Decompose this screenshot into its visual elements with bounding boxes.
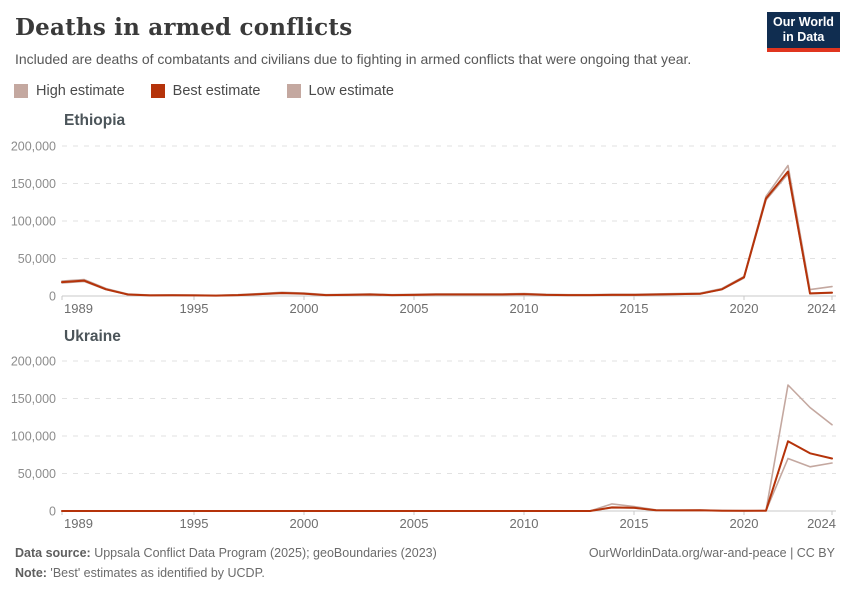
line-high-estimate-ukraine: [61, 384, 833, 512]
legend-swatch: [150, 84, 165, 98]
line-best-estimate-ukraine: [61, 440, 833, 512]
x-axis-label: 2015: [620, 301, 649, 316]
legend-swatch: [14, 84, 28, 98]
y-axis-label: 50,000: [18, 467, 56, 481]
page-title: Deaths in armed conflicts: [15, 14, 353, 41]
x-axis-label: 2020: [730, 516, 759, 531]
legend-swatch: [286, 84, 301, 98]
line-high-estimate-ethiopia: [61, 164, 833, 297]
legend-label: Low estimate: [308, 83, 394, 99]
legend-label: High estimate: [36, 83, 125, 99]
panel-title-ukraine: Ukraine: [64, 328, 121, 345]
note-label: Note:: [15, 566, 47, 580]
owid-logo-line1: Our World: [773, 15, 834, 29]
x-axis-label: 2005: [400, 301, 429, 316]
y-axis-label: 150,000: [11, 177, 56, 191]
x-axis-label: 2010: [510, 516, 539, 531]
y-axis-label: 50,000: [18, 252, 56, 266]
owid-logo[interactable]: Our World in Data: [767, 12, 840, 52]
x-axis-label: 2005: [400, 516, 429, 531]
y-axis-label: 200,000: [11, 355, 56, 369]
y-axis-label: 0: [49, 290, 56, 304]
x-axis-label: 1989: [64, 516, 93, 531]
x-axis-label: 1995: [180, 301, 209, 316]
y-axis-label: 100,000: [11, 430, 56, 444]
x-axis-label: 1989: [64, 301, 93, 316]
legend-item-best-estimate[interactable]: Best estimate: [150, 83, 261, 99]
chart-subtitle: Included are deaths of combatants and ci…: [15, 51, 692, 67]
line-best-estimate-ethiopia: [61, 170, 833, 297]
line-low-estimate-ethiopia: [61, 172, 833, 297]
note-text: Note: 'Best' estimates as identified by …: [15, 566, 835, 580]
chart-footer: Data source: Uppsala Conflict Data Progr…: [15, 546, 835, 580]
chart-legend: High estimate Best estimate Low estimate: [14, 83, 394, 99]
x-axis-label: 2000: [290, 301, 319, 316]
x-axis-label: 1995: [180, 516, 209, 531]
panel-title-ethiopia: Ethiopia: [64, 112, 126, 129]
x-axis-label: 2015: [620, 516, 649, 531]
data-source-value: Uppsala Conflict Data Program (2025); ge…: [90, 546, 437, 560]
data-source-text: Data source: Uppsala Conflict Data Progr…: [15, 546, 437, 560]
line-low-estimate-ukraine: [61, 457, 833, 512]
legend-item-high-estimate[interactable]: High estimate: [14, 83, 125, 99]
credit-link[interactable]: OurWorldinData.org/war-and-peace | CC BY: [588, 546, 835, 560]
plot-ethiopia: 0 50,000 100,000 150,000 200,000 1989 1995 2000…: [11, 140, 836, 316]
x-axis-label: 2024: [807, 301, 836, 316]
owid-logo-line2: in Data: [782, 30, 825, 44]
legend-label: Best estimate: [172, 83, 261, 99]
x-axis-label: 2024: [807, 516, 836, 531]
y-axis-label: 0: [49, 505, 56, 519]
note-value: 'Best' estimates as identified by UCDP.: [46, 566, 265, 580]
legend-item-low-estimate[interactable]: Low estimate: [286, 83, 394, 99]
x-axis-label: 2020: [730, 301, 759, 316]
y-axis-label: 100,000: [11, 215, 56, 229]
x-axis-label: 2010: [510, 301, 539, 316]
data-source-label: Data source:: [15, 546, 91, 560]
x-axis-label: 2000: [290, 516, 319, 531]
y-axis-label: 150,000: [11, 392, 56, 406]
y-axis-label: 200,000: [11, 140, 56, 154]
plot-ukraine: 0 50,000 100,000 150,000 200,000 1989 1995 2000…: [11, 355, 836, 531]
